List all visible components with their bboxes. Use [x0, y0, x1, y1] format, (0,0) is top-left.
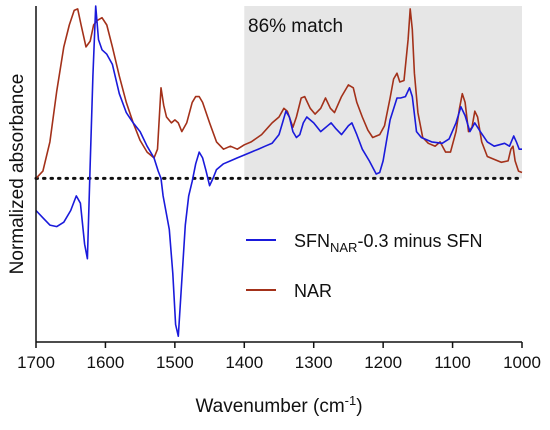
- series-line-sfn: [35, 5, 522, 337]
- x-tick-label: 1600: [87, 353, 125, 372]
- x-tick-label: 1200: [364, 353, 402, 372]
- x-axis-label-main: Wavenumber (cm: [195, 396, 344, 417]
- legend-label-nar: NAR: [294, 281, 332, 301]
- x-axis-label: Wavenumber (cm-1): [195, 393, 362, 417]
- shaded-match-region: [244, 6, 523, 179]
- legend-label-sfn-sub: NAR: [330, 240, 357, 255]
- series-line-nar: [35, 8, 523, 179]
- y-axis-label: Normalized absorbance: [7, 74, 28, 275]
- x-tick-label: 1400: [225, 353, 263, 372]
- match-annotation: 86% match: [248, 16, 343, 37]
- series-layer: [35, 5, 523, 337]
- legend-label-sfn-main: SFN: [294, 231, 330, 251]
- x-tick-label: 1700: [17, 353, 55, 372]
- legend-label-sfn-tail: -0.3 minus SFN: [357, 231, 482, 251]
- legend: SFNNAR-0.3 minus SFN NAR: [246, 231, 483, 301]
- x-tick-label: 1300: [295, 353, 333, 372]
- x-tick-label: 1500: [156, 353, 194, 372]
- x-tick-label: 1000: [503, 353, 541, 372]
- legend-label-sfn: SFNNAR-0.3 minus SFN: [294, 231, 483, 255]
- x-tick-label: 1100: [434, 353, 471, 372]
- x-axis-label-sup: -1: [345, 393, 357, 408]
- x-ticks: 1700 1600 1500 1400 1300 1200 1100 1000: [17, 342, 541, 372]
- x-axis-label-tail: ): [356, 396, 362, 417]
